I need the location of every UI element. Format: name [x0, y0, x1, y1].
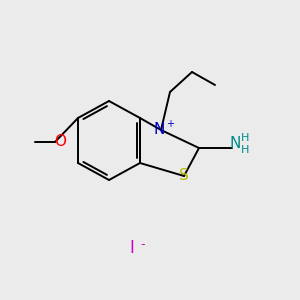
Text: +: + — [166, 119, 174, 129]
Text: O: O — [54, 134, 66, 149]
Text: N: N — [153, 122, 165, 137]
Text: S: S — [179, 169, 189, 184]
Text: I: I — [130, 239, 134, 257]
Text: H: H — [241, 133, 249, 143]
Text: -: - — [141, 238, 145, 251]
Text: N: N — [229, 136, 241, 151]
Text: H: H — [241, 145, 249, 155]
